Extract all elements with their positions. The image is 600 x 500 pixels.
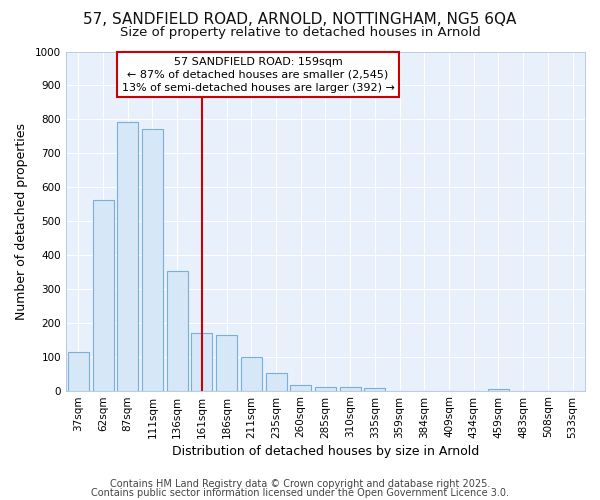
Y-axis label: Number of detached properties: Number of detached properties <box>15 122 28 320</box>
Text: Contains HM Land Registry data © Crown copyright and database right 2025.: Contains HM Land Registry data © Crown c… <box>110 479 490 489</box>
Bar <box>241 358 262 390</box>
Text: Contains public sector information licensed under the Open Government Licence 3.: Contains public sector information licen… <box>91 488 509 498</box>
Bar <box>68 352 89 391</box>
Bar <box>266 373 287 390</box>
Bar <box>117 122 138 390</box>
Bar <box>315 387 336 390</box>
Bar <box>364 388 385 390</box>
Bar <box>167 271 188 390</box>
Bar <box>488 388 509 390</box>
Text: 57, SANDFIELD ROAD, ARNOLD, NOTTINGHAM, NG5 6QA: 57, SANDFIELD ROAD, ARNOLD, NOTTINGHAM, … <box>83 12 517 28</box>
Text: Size of property relative to detached houses in Arnold: Size of property relative to detached ho… <box>119 26 481 39</box>
Bar <box>216 336 237 390</box>
Bar <box>191 333 212 390</box>
Bar <box>142 130 163 390</box>
Bar <box>92 200 113 390</box>
Bar <box>340 387 361 390</box>
Bar <box>290 385 311 390</box>
X-axis label: Distribution of detached houses by size in Arnold: Distribution of detached houses by size … <box>172 444 479 458</box>
Text: 57 SANDFIELD ROAD: 159sqm
← 87% of detached houses are smaller (2,545)
13% of se: 57 SANDFIELD ROAD: 159sqm ← 87% of detac… <box>122 56 394 93</box>
